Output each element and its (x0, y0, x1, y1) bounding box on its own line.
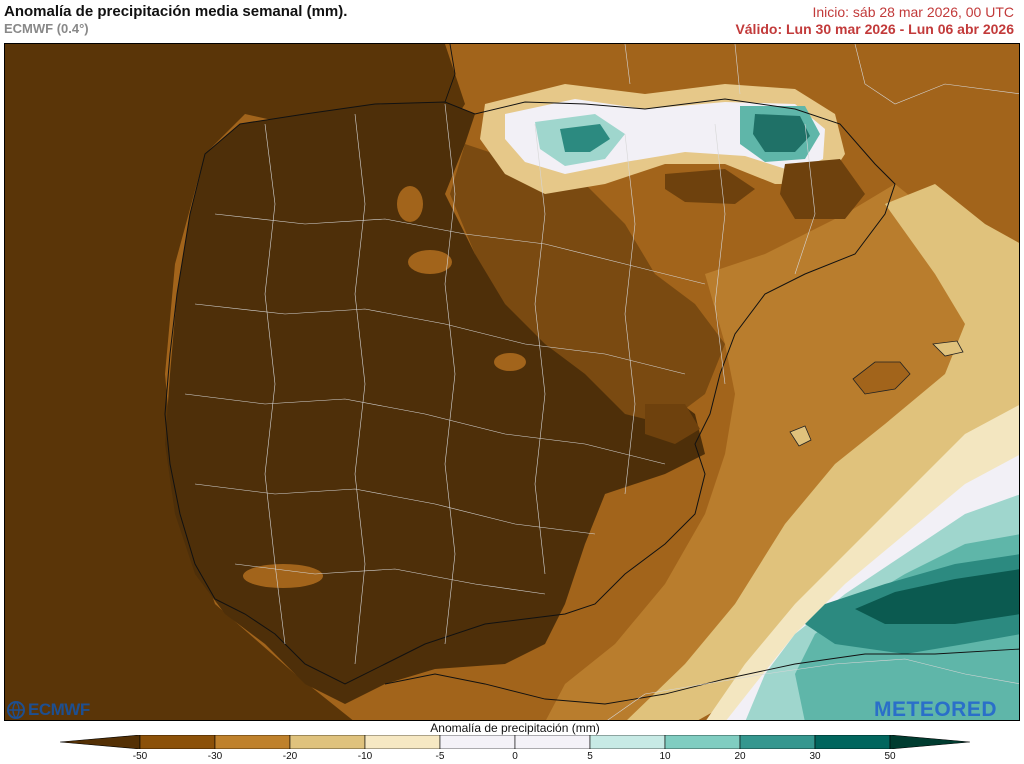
colorbar-segment (814, 735, 891, 749)
colorbar-arrow-high (889, 735, 970, 749)
medium-zone-northeast (450, 144, 725, 424)
ibiza (789, 425, 812, 447)
header-left: Anomalía de precipitación media semanal … (4, 3, 347, 37)
colorbar (60, 735, 970, 749)
anomaly-map (5, 44, 1019, 720)
colorbar-segment (664, 735, 741, 749)
colorbar-tick-label: -10 (357, 751, 373, 762)
colorbar-tick-label: -20 (282, 751, 298, 762)
colorbar-arrow-low (60, 735, 141, 749)
colorbar-segment (289, 735, 366, 749)
dark-zone-west (5, 44, 465, 720)
colorbar-tick-label: 10 (659, 751, 671, 762)
colorbar-tick-label: -50 (132, 751, 148, 762)
africa-coastline (384, 648, 1019, 705)
france-coastline (444, 44, 456, 103)
orange-spot-2 (408, 250, 452, 274)
colorbar-segment (364, 735, 441, 749)
orange-spot-south (243, 564, 323, 588)
iberia-land (165, 102, 705, 704)
valid-period: Válido: Lun 30 mar 2026 - Lun 06 abr 202… (735, 21, 1014, 37)
green-core-southeast (855, 569, 1019, 624)
green-core-pyrenees (753, 114, 810, 152)
coastline (164, 98, 896, 685)
orange-spot-1 (397, 186, 423, 222)
colorbar-segment (439, 735, 516, 749)
model-label: ECMWF (0.4°) (4, 21, 89, 36)
colorbar-segment (589, 735, 666, 749)
colorbar-segment (739, 735, 816, 749)
colorbar-tick-label: 0 (512, 751, 518, 762)
colorbar-tick-label: 30 (809, 751, 821, 762)
colorbar-tick-label: 20 (734, 751, 746, 762)
france-borders (624, 44, 1019, 105)
map-title: Anomalía de precipitación media semanal … (4, 3, 348, 20)
map-panel (4, 43, 1020, 721)
legend-title: Anomalía de precipitación (mm) (430, 721, 600, 735)
green-core-cantabria (560, 124, 610, 152)
menorca (932, 340, 964, 357)
colorbar-segment (514, 735, 591, 749)
dark-patch-ebro (665, 169, 755, 204)
colorbar-segment (214, 735, 291, 749)
ecmwf-logo: ECMWF (6, 700, 90, 720)
colorbar-tick-label: 5 (587, 751, 593, 762)
header-right: Inicio: sáb 28 mar 2026, 00 UTC Válido: … (735, 3, 1014, 38)
africa-borders (607, 658, 1019, 720)
colorbar-tick-label: 50 (884, 751, 896, 762)
province-borders (184, 103, 816, 665)
light-wedge (627, 184, 1019, 720)
dark-patch-valencia (645, 404, 700, 444)
init-time: Inicio: sáb 28 mar 2026, 00 UTC (812, 4, 1014, 20)
orange-spot-3 (494, 353, 526, 371)
ecmwf-globe-icon (7, 701, 25, 719)
meteored-logo: METEORED (874, 698, 998, 721)
ecmwf-logo-text: ECMWF (28, 700, 90, 719)
colorbar-tick-label: -30 (207, 751, 223, 762)
dark-patch-catalonia (780, 159, 865, 219)
colorbar-tick-label: -5 (435, 751, 445, 762)
colorbar-segment (139, 735, 216, 749)
east-coast-band (546, 184, 1019, 720)
mallorca (852, 361, 911, 395)
